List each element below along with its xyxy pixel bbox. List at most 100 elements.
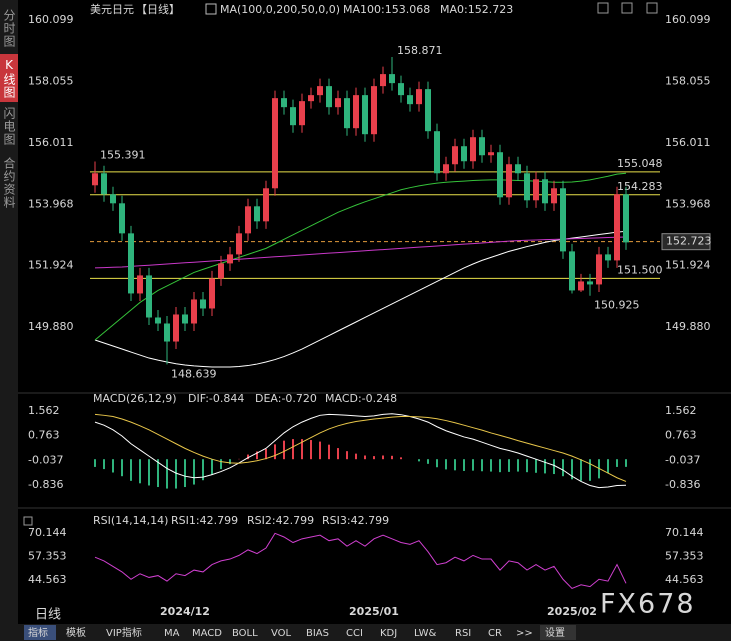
toolbar-item[interactable]: MACD	[192, 628, 222, 639]
y-tick-label: -0.836	[28, 478, 63, 491]
toolbar-item[interactable]: 模板	[66, 626, 86, 639]
candle-body	[533, 179, 539, 201]
pane-header: MA(100,0,200,50,0,0)	[220, 3, 340, 16]
sidebar-tab[interactable]: K线图	[0, 54, 18, 102]
y-tick-label: 153.968	[28, 197, 74, 210]
tool-icon[interactable]	[621, 2, 633, 14]
toolbar-item[interactable]: VOL	[271, 628, 292, 639]
pane-header: MACD(26,12,9)	[93, 392, 177, 405]
sidebar-tab[interactable]: 分时图	[2, 8, 16, 48]
y-tick-label: 70.144	[665, 526, 704, 539]
tool-icon[interactable]	[597, 2, 609, 14]
candle-body	[110, 194, 116, 204]
candle-body	[479, 137, 485, 156]
toolbar-item[interactable]: LW&	[414, 628, 437, 639]
candle-body	[443, 164, 449, 174]
y-tick-label: 1.562	[28, 404, 60, 417]
toolbar-settings	[540, 625, 576, 640]
candle-body	[254, 206, 260, 222]
high-label: 155.391	[100, 149, 146, 162]
sidebar-tab[interactable]: 合约资料	[2, 157, 16, 209]
toolbar-item[interactable]: CR	[488, 628, 502, 639]
level-label: 154.283	[617, 180, 663, 193]
candle-body	[452, 146, 458, 165]
candle-body	[398, 83, 404, 96]
toolbar-item[interactable]: >>	[516, 628, 533, 639]
candle-body	[218, 263, 224, 279]
y-tick-label: 1.562	[665, 404, 697, 417]
candle-body	[407, 95, 413, 105]
ma-line	[94, 230, 627, 368]
toolbar-item[interactable]: 设置	[545, 627, 565, 639]
pane-icon[interactable]	[23, 516, 33, 526]
candle-body	[623, 194, 629, 243]
pane-header: RSI2:42.799	[247, 514, 314, 527]
candle-body	[290, 107, 296, 126]
y-tick-label: 160.099	[665, 13, 711, 26]
candle-body	[389, 74, 395, 84]
candle-body	[236, 233, 242, 255]
toolbar-item[interactable]: BIAS	[306, 628, 329, 639]
candle-body	[416, 89, 422, 105]
y-tick-label: 57.353	[28, 550, 67, 563]
y-tick-label: 153.968	[665, 197, 711, 210]
toolbar-item[interactable]: VIP指标	[106, 626, 142, 639]
candle-body	[272, 98, 278, 189]
tool-icon[interactable]	[646, 2, 658, 14]
candle-body	[317, 86, 323, 96]
rsi-line	[94, 532, 627, 590]
candle-body	[200, 299, 206, 309]
candle-body	[128, 233, 134, 294]
candle-body	[551, 188, 557, 204]
candle-body	[497, 152, 503, 198]
low-label: 148.639	[171, 367, 217, 380]
pane-header: DIF:-0.844	[188, 392, 244, 405]
y-tick-label: 44.563	[28, 573, 67, 586]
period-label: 日线	[35, 608, 61, 623]
y-tick-label: 151.924	[665, 259, 711, 272]
candle-body	[461, 146, 467, 162]
toolbar-item[interactable]: RSI	[455, 628, 471, 639]
candle-body	[227, 254, 233, 264]
candle-body	[506, 164, 512, 198]
pane-header: MACD:-0.248	[325, 392, 397, 405]
candle-body	[434, 131, 440, 174]
pane-header: 美元日元	[90, 3, 134, 16]
ma-icon[interactable]	[205, 3, 217, 15]
candle-body	[344, 98, 350, 129]
macd-line	[94, 413, 627, 489]
x-tick-label: 2025/02	[547, 605, 597, 618]
y-tick-label: -0.037	[28, 453, 63, 466]
candle-body	[335, 98, 341, 108]
candle-body	[326, 86, 332, 108]
toolbar-active	[24, 625, 56, 640]
toolbar-item[interactable]: CCI	[346, 628, 363, 639]
sidebar-tab[interactable]: 闪电图	[2, 106, 16, 146]
y-tick-label: 0.763	[28, 429, 60, 442]
y-tick-label: 160.099	[28, 13, 74, 26]
watermark: FX678	[600, 589, 696, 620]
candle-body	[92, 173, 98, 186]
toolbar-item[interactable]: 指标	[28, 626, 48, 639]
y-tick-label: -0.836	[665, 478, 700, 491]
candle-body	[371, 86, 377, 135]
candle-body	[560, 188, 566, 252]
candle-body	[245, 206, 251, 234]
toolbar-item[interactable]: BOLL	[232, 628, 258, 639]
candle-body	[515, 164, 521, 174]
candle-body	[209, 278, 215, 309]
high-label: 158.871	[397, 44, 443, 57]
candle-body	[101, 173, 107, 195]
toolbar-item[interactable]: MA	[164, 628, 180, 639]
y-tick-label: 158.055	[665, 74, 711, 87]
candle-body	[569, 251, 575, 291]
toolbar-item[interactable]: KDJ	[380, 628, 397, 639]
level-label: 151.500	[617, 263, 663, 276]
level-label: 155.048	[617, 157, 663, 170]
candle-body	[470, 137, 476, 162]
y-tick-label: 57.353	[665, 550, 704, 563]
y-tick-label: 149.880	[665, 320, 711, 333]
candle-body	[587, 281, 593, 285]
y-tick-label: 156.011	[665, 136, 711, 149]
